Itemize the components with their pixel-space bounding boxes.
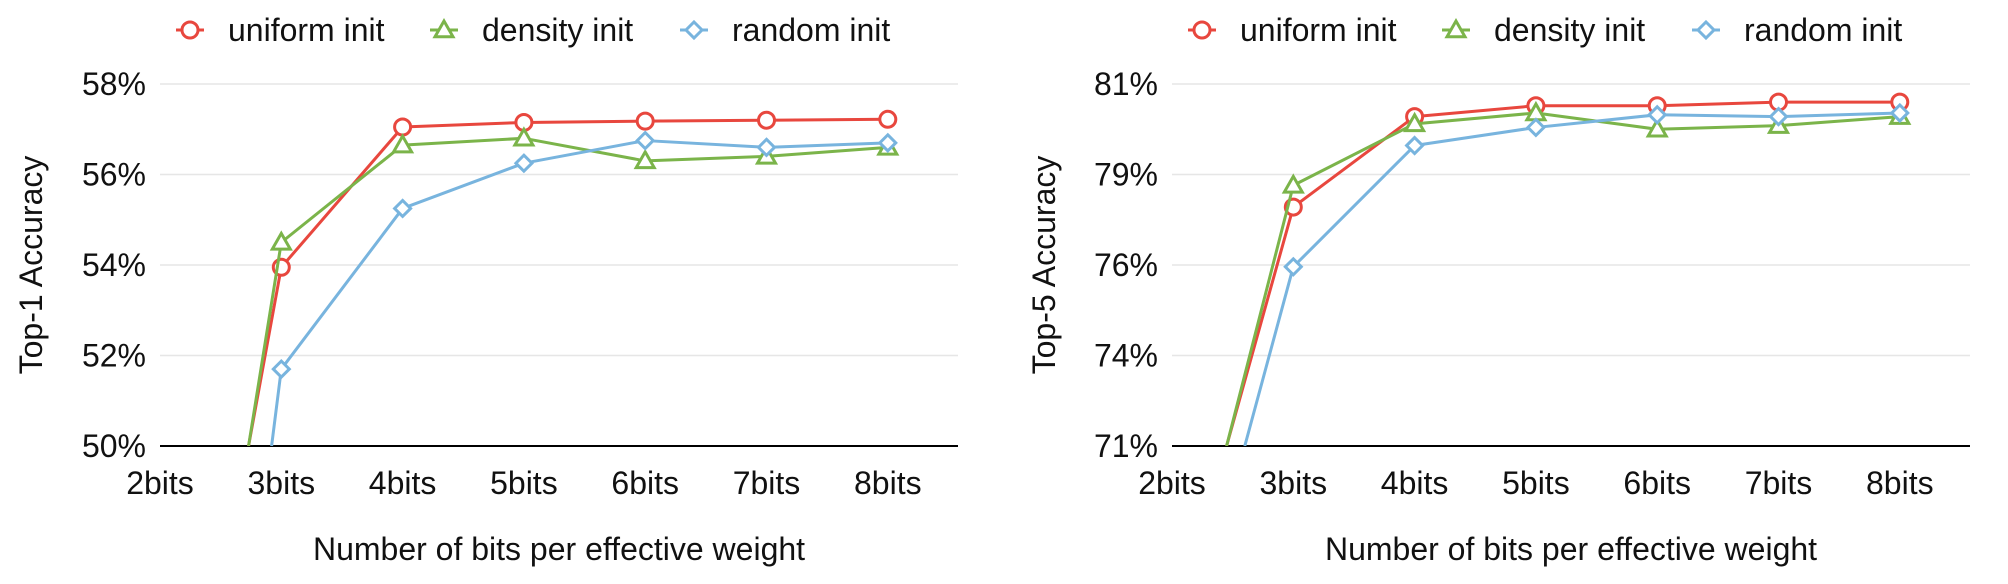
x-axis-title: Number of bits per effective weight [1325, 531, 1817, 567]
series-density-init [1225, 100, 1912, 446]
legend-marker-diamond [683, 19, 705, 41]
data-point-diamond [392, 198, 413, 219]
data-point-triangle [512, 126, 536, 147]
y-tick-label: 58% [82, 66, 146, 102]
legend: uniform init density init random init [176, 12, 890, 48]
data-point-diamond [1768, 106, 1789, 127]
legend-label: density init [482, 12, 633, 48]
x-tick-label: 4bits [369, 465, 437, 501]
series-random-init [1243, 102, 1910, 446]
legend-label: uniform init [228, 12, 385, 48]
chart-panel-1: 50% 52% 54% 56% 58% 2bits 3bits 4bits 5bits 6bits… [13, 12, 958, 567]
data-point-triangle [633, 148, 657, 170]
series-line [1225, 100, 1900, 446]
x-tick-label: 4bits [1381, 465, 1449, 501]
x-tick-label: 2bits [126, 465, 194, 501]
legend-item: density init [1442, 12, 1645, 48]
legend-marker-circle [1192, 20, 1212, 40]
x-tick-label: 5bits [1502, 465, 1570, 501]
legend-marker-diamond [1695, 19, 1717, 41]
data-point-diamond [513, 153, 535, 174]
y-tick-label: 52% [82, 338, 146, 374]
data-point-diamond [635, 130, 656, 151]
data-point-diamond [877, 132, 898, 153]
x-tick-label: 2bits [1138, 465, 1206, 501]
legend: uniform init density init random init [1188, 12, 1902, 48]
x-tick-label: 3bits [1260, 465, 1328, 501]
series-line [247, 136, 888, 446]
y-tick-label: 79% [1094, 157, 1158, 193]
legend-label: uniform init [1240, 12, 1397, 48]
x-tick-label: 7bits [733, 465, 801, 501]
legend-item: uniform init [1188, 12, 1397, 48]
y-tick-label: 81% [1094, 66, 1158, 102]
x-axis-title: Number of bits per effective weight [313, 531, 805, 567]
data-point-diamond [756, 137, 777, 158]
legend-item: uniform init [176, 12, 385, 48]
series-line [270, 139, 888, 446]
y-tick-label: 54% [82, 247, 146, 283]
data-point-diamond [1647, 104, 1668, 125]
x-tick-label: 8bits [1866, 465, 1934, 501]
legend-marker-circle [180, 20, 200, 40]
chart-panel-2: 71% 74% 76% 79% 81% 2bits 3bits 4bits 5bits 6bits… [1026, 12, 1970, 567]
x-tick-label: 3bits [248, 465, 316, 501]
legend-marker-triangle [1444, 17, 1468, 39]
y-tick-label: 74% [1094, 338, 1158, 374]
data-point-triangle [391, 133, 415, 154]
legend-label: random init [732, 12, 890, 48]
x-tick-label: 5bits [490, 465, 558, 501]
data-point-circle [393, 117, 413, 137]
data-point-triangle [1645, 117, 1669, 138]
data-point-triangle [1403, 111, 1427, 133]
legend-label: random init [1744, 12, 1902, 48]
data-point-circle [878, 109, 898, 129]
y-axis-title: Top-5 Accuracy [1026, 156, 1062, 375]
data-point-circle [757, 110, 776, 130]
legend-item: random init [1692, 12, 1902, 48]
x-tick-label: 6bits [1623, 465, 1691, 501]
x-tick-label: 7bits [1745, 465, 1813, 501]
data-point-diamond [1889, 102, 1910, 124]
data-point-circle [635, 111, 655, 131]
series-line [247, 117, 888, 446]
data-point-diamond [1404, 135, 1425, 156]
legend-item: random init [680, 12, 890, 48]
legend-label: density init [1494, 12, 1645, 48]
y-axis-title: Top-1 Accuracy [13, 156, 49, 375]
x-tick-label: 6bits [611, 465, 679, 501]
series-uniform-init [1225, 92, 1910, 446]
data-point-diamond [271, 358, 292, 380]
series-line [1243, 111, 1900, 446]
legend-marker-triangle [432, 17, 456, 39]
data-point-triangle [269, 230, 293, 251]
x-tick-label: 8bits [854, 465, 922, 501]
data-point-diamond [1525, 117, 1547, 138]
series-random-init [270, 130, 898, 446]
y-tick-label: 56% [82, 157, 146, 193]
data-point-triangle [1281, 173, 1305, 194]
series-density-init [247, 126, 900, 446]
y-tick-label: 76% [1094, 247, 1158, 283]
y-tick-label: 71% [1094, 428, 1158, 464]
data-point-diamond [1283, 256, 1304, 277]
legend-item: density init [430, 12, 633, 48]
series-uniform-init [247, 109, 898, 446]
y-tick-label: 50% [82, 428, 146, 464]
series-line [1225, 111, 1900, 446]
